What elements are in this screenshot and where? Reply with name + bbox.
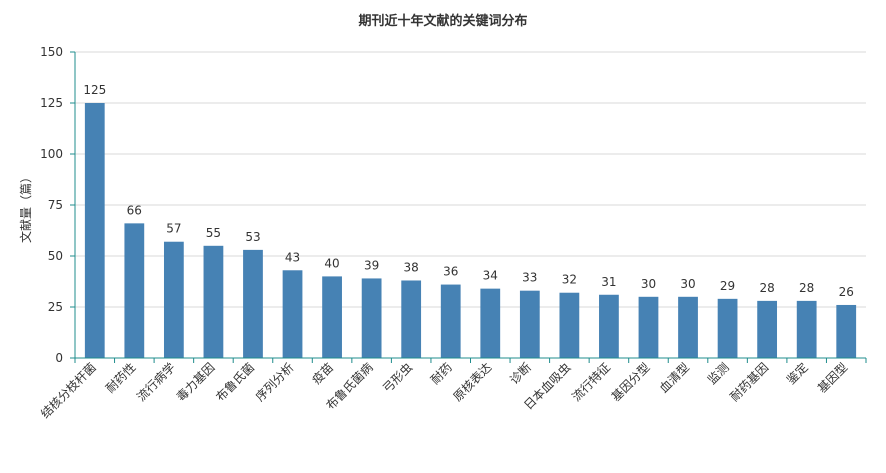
y-tick-label: 50 <box>48 249 63 263</box>
bar <box>124 223 145 358</box>
x-tick-label: 监测 <box>705 360 732 387</box>
data-label: 26 <box>839 285 854 299</box>
data-label: 43 <box>285 250 300 264</box>
x-tick-label: 布鲁氏菌 <box>213 360 257 404</box>
data-label: 53 <box>245 230 260 244</box>
data-label: 57 <box>166 222 181 236</box>
x-tick-label: 弓形虫 <box>380 360 415 395</box>
y-tick-label: 75 <box>48 198 63 212</box>
chart-title: 期刊近十年文献的关键词分布 <box>358 13 527 29</box>
bar <box>322 276 342 358</box>
x-tick-label: 耐药 <box>428 360 455 387</box>
data-label: 31 <box>601 275 616 289</box>
bar <box>84 103 105 358</box>
bar <box>519 290 540 358</box>
x-tick-label: 序列分析 <box>252 360 297 405</box>
data-label: 32 <box>562 273 577 287</box>
bar <box>361 278 382 358</box>
y-axis-label: 文献量（篇） <box>18 171 33 243</box>
data-label: 30 <box>641 277 656 291</box>
data-label: 40 <box>324 256 339 270</box>
bar <box>480 288 501 358</box>
x-tick-label: 流行特征 <box>568 360 613 405</box>
x-tick-label: 鉴定 <box>783 360 811 388</box>
bars <box>84 103 857 358</box>
x-tick-label: 流行病学 <box>133 360 178 405</box>
bar <box>796 300 817 358</box>
data-label: 30 <box>680 277 695 291</box>
bar <box>243 249 263 358</box>
bar <box>757 300 778 358</box>
y-tick-label: 125 <box>40 96 63 110</box>
bar <box>678 296 698 358</box>
x-tick-label: 诊断 <box>506 360 534 388</box>
bar <box>599 294 619 358</box>
bar <box>717 298 738 358</box>
data-label: 29 <box>720 279 735 293</box>
x-tick-label: 毒力基因 <box>174 360 218 404</box>
y-tick-labels: 0 25 50 75 100 125 150 <box>40 45 63 365</box>
x-tick-label: 疫苗 <box>309 360 337 388</box>
bar <box>282 270 303 358</box>
data-label: 36 <box>443 265 458 279</box>
y-tick-label: 100 <box>40 147 63 161</box>
bar <box>559 292 580 358</box>
bar <box>440 284 461 358</box>
data-label: 55 <box>206 226 221 240</box>
bar <box>836 304 857 358</box>
gridlines <box>75 51 866 308</box>
data-labels: 125 66 57 55 53 43 40 39 38 36 34 33 32 31 30 30 29 28 28 2… <box>83 83 854 299</box>
x-tick-label: 基因型 <box>815 360 850 395</box>
data-label: 66 <box>127 203 142 217</box>
data-label: 39 <box>364 258 379 272</box>
bar <box>203 245 224 358</box>
x-tick-label: 耐药基因 <box>727 360 771 404</box>
data-label: 125 <box>83 83 106 97</box>
data-label: 34 <box>483 269 498 283</box>
y-tick-label: 0 <box>55 351 63 365</box>
bar <box>401 280 422 358</box>
x-tick-label: 血清型 <box>657 360 692 395</box>
bar <box>638 296 659 358</box>
x-tick-label: 基因分型 <box>609 360 653 404</box>
x-tick-label: 耐药性 <box>103 360 138 395</box>
data-label: 33 <box>522 271 537 285</box>
bar <box>163 241 184 358</box>
x-tick-label: 原核表达 <box>451 360 495 404</box>
data-label: 38 <box>404 260 419 274</box>
y-tick-label: 25 <box>48 300 63 314</box>
data-label: 28 <box>799 281 814 295</box>
y-tick-label: 150 <box>40 45 63 59</box>
x-tick-label: 结核分枝杆菌 <box>37 360 99 422</box>
axes <box>70 51 867 363</box>
data-label: 28 <box>759 281 774 295</box>
